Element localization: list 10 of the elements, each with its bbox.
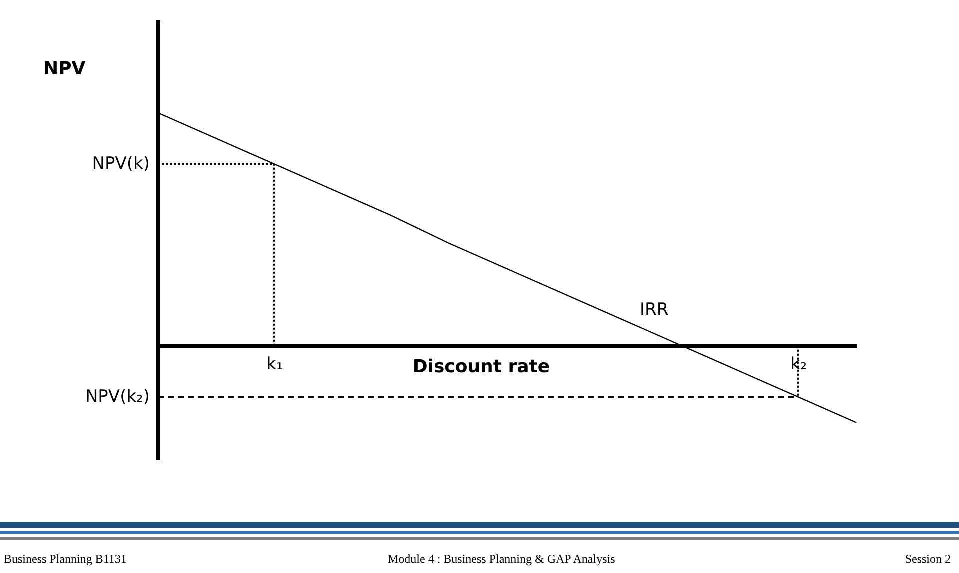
x-axis-title: Discount rate — [412, 356, 550, 378]
text: Business Planning B1131 — [4, 552, 127, 567]
annotation: IRR — [640, 300, 669, 320]
x-tick-label: k₂ — [790, 354, 808, 374]
text: Module 4 : Business Planning & GAP Analysis — [388, 552, 616, 567]
ref-line-label: NPV(k) — [92, 154, 150, 174]
x-tick-label: k₁ — [266, 354, 284, 374]
ref-line-label: NPV(k₂) — [85, 387, 150, 408]
y-axis-title: NPV — [44, 58, 86, 80]
text: Session 2 — [905, 552, 951, 567]
